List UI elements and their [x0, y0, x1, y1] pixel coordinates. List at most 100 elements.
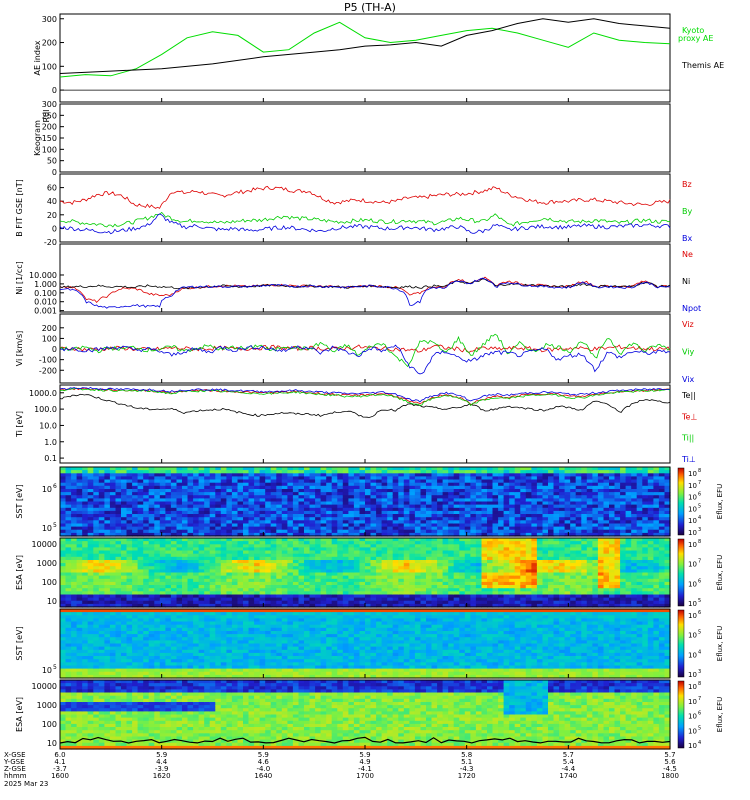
- spectrogram-cell: [310, 520, 316, 524]
- spectrogram-cell: [620, 585, 626, 589]
- sst_i-colorbar: [678, 468, 684, 535]
- spectrogram-cell: [132, 557, 138, 561]
- spectrogram-cell: [404, 530, 410, 534]
- spectrogram-cell: [437, 486, 443, 490]
- spectrogram-cell: [143, 557, 149, 561]
- spectrogram-cell: [581, 551, 587, 555]
- spectrogram-cell: [360, 576, 366, 580]
- spectrogram-cell: [282, 514, 288, 518]
- spectrogram-cell: [376, 557, 382, 561]
- spectrogram-cell: [570, 551, 576, 555]
- spectrogram-cell: [104, 541, 110, 545]
- vi-y-tick-label: -200: [39, 366, 57, 375]
- spectrogram-cell: [592, 480, 598, 484]
- spectrogram-cell: [421, 576, 427, 580]
- spectrogram-cell: [310, 541, 316, 545]
- spectrogram-cell: [232, 514, 238, 518]
- spectrogram-cell: [615, 514, 621, 518]
- spectrogram-cell: [182, 514, 188, 518]
- spectrogram-cell: [421, 551, 427, 555]
- spectrogram-cell: [249, 591, 255, 595]
- spectrogram-cell: [210, 557, 216, 561]
- spectrogram-cell: [620, 530, 626, 534]
- spectrogram-cell: [537, 514, 543, 518]
- spectrogram-cell: [409, 557, 415, 561]
- spectrogram-cell: [620, 601, 626, 605]
- spectrogram-cell: [243, 530, 249, 534]
- spectrogram-cell: [149, 514, 155, 518]
- spectrogram-cell: [365, 557, 371, 561]
- spectrogram-cell: [210, 551, 216, 555]
- sst_i-cbar-exp: 7: [698, 480, 701, 486]
- spectrogram-cell: [177, 566, 183, 570]
- spectrogram-cell: [387, 520, 393, 524]
- spectrogram-cell: [93, 601, 99, 605]
- spectrogram-cell: [448, 505, 454, 509]
- spectrogram-cell: [249, 514, 255, 518]
- spectrogram-cell: [531, 591, 537, 595]
- spectrogram-cell: [487, 470, 493, 474]
- spectrogram-cell: [315, 566, 321, 570]
- spectrogram-cell: [226, 480, 232, 484]
- spectrogram-cell: [299, 470, 305, 474]
- panels-layer: 0100200300AE indexKyotoproxy AEThemis AE…: [15, 14, 724, 750]
- spectrogram-cell: [93, 557, 99, 561]
- spectrogram-cell: [121, 566, 127, 570]
- spectrogram-cell: [337, 557, 343, 561]
- spectrogram-cell: [426, 601, 432, 605]
- spectrogram-cell: [337, 486, 343, 490]
- spectrogram-cell: [393, 585, 399, 589]
- spectrogram-cell: [99, 530, 105, 534]
- spectrogram-cell: [321, 480, 327, 484]
- spectrogram-cell: [360, 514, 366, 518]
- spectrogram-cell: [615, 505, 621, 509]
- spectrogram-cell: [620, 576, 626, 580]
- spectrogram-cell: [160, 585, 166, 589]
- spectrogram-cell: [515, 495, 521, 499]
- spectrogram-cell: [609, 566, 615, 570]
- spectrogram-cell: [93, 530, 99, 534]
- ae-frame: [60, 14, 670, 102]
- spectrogram-cell: [121, 514, 127, 518]
- spectrogram-cell: [249, 520, 255, 524]
- spectrogram-cell: [626, 557, 632, 561]
- spectrogram-cell: [215, 530, 221, 534]
- spectrogram-cell: [210, 576, 216, 580]
- spectrogram-cell: [459, 495, 465, 499]
- spectrogram-cell: [448, 495, 454, 499]
- spectrogram-cell: [116, 541, 122, 545]
- spectrogram-cell: [71, 601, 77, 605]
- spectrogram-cell: [581, 530, 587, 534]
- spectrogram-cell: [437, 601, 443, 605]
- spectrogram-cell: [221, 585, 227, 589]
- spectrogram-cell: [537, 566, 543, 570]
- spectrogram-cell: [570, 591, 576, 595]
- ni-series-0: [60, 277, 670, 302]
- spectrogram-cell: [393, 530, 399, 534]
- spectrogram-cell: [554, 585, 560, 589]
- spectrogram-cell: [565, 557, 571, 561]
- spectrogram-cell: [382, 495, 388, 499]
- spectrogram-cell: [653, 520, 659, 524]
- spectrogram-cell: [498, 541, 504, 545]
- spectrogram-cell: [310, 585, 316, 589]
- spectrogram-cell: [232, 530, 238, 534]
- spectrogram-cell: [221, 530, 227, 534]
- spectrogram-cell: [387, 557, 393, 561]
- spectrogram-cell: [421, 480, 427, 484]
- spectrogram-cell: [132, 505, 138, 509]
- spectrogram-cell: [243, 585, 249, 589]
- spectrogram-cell: [459, 541, 465, 545]
- spectrogram-cell: [138, 601, 144, 605]
- spectrogram-cell: [659, 576, 665, 580]
- spectrogram-cell: [348, 505, 354, 509]
- spectrogram-cell: [210, 470, 216, 474]
- spectrogram-cell: [104, 486, 110, 490]
- spectrogram-cell: [526, 541, 532, 545]
- spectrogram-cell: [226, 514, 232, 518]
- spectrogram-cell: [348, 520, 354, 524]
- spectrogram-cell: [404, 557, 410, 561]
- spectrogram-cell: [576, 557, 582, 561]
- spectrogram-cell: [132, 576, 138, 580]
- spectrogram-cell: [459, 566, 465, 570]
